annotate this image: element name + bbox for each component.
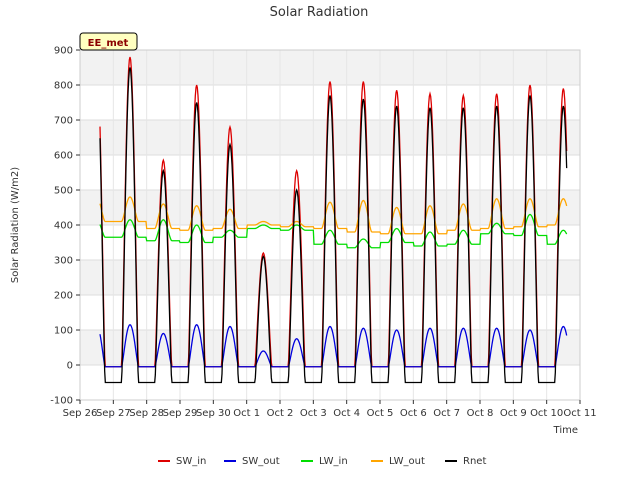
x-tick-label: Sep 26 (63, 408, 98, 419)
x-tick-label: Sep 27 (96, 408, 131, 419)
legend: SW_in SW_out LW_in LW_out Rnet (158, 456, 486, 467)
station-label: EE_met (79, 32, 138, 51)
y-tick-label: 800 (54, 81, 73, 92)
x-tick-label: Sep 29 (163, 408, 198, 419)
x-tick-label: Oct 4 (333, 408, 360, 419)
x-tick-label: Oct 7 (433, 408, 460, 419)
legend-item-lw-out: LW_out (371, 456, 425, 467)
y-axis-title: Solar Radiation (W/m2) (10, 167, 21, 283)
plot-band (80, 260, 580, 295)
x-tick-label: Oct 9 (500, 408, 527, 419)
x-tick-label: Oct 1 (233, 408, 260, 419)
x-tick-label: Oct 5 (367, 408, 394, 419)
y-tick-label: 700 (54, 116, 73, 127)
legend-label: LW_out (389, 456, 425, 467)
y-tick-label: 300 (54, 256, 73, 267)
legend-label: Rnet (463, 456, 486, 467)
y-tick-label: 200 (54, 291, 73, 302)
plot-band (80, 330, 580, 365)
y-tick-label: 600 (54, 151, 73, 162)
legend-item-lw-in: LW_in (301, 456, 348, 467)
y-tick-label: 500 (54, 186, 73, 197)
series-layer (99, 56, 568, 384)
y-tick-label: -100 (50, 396, 73, 407)
plot-band (80, 50, 580, 85)
legend-label: SW_in (176, 456, 206, 467)
series-line-lw-out (99, 196, 568, 235)
plot-band (80, 190, 580, 225)
y-tick-label: 400 (54, 221, 73, 232)
legend-label: SW_out (242, 456, 280, 467)
legend-item-rnet: Rnet (445, 456, 486, 467)
legend-label: LW_in (319, 456, 348, 467)
series-line-lw-in (99, 213, 568, 249)
x-tick-label: Oct 8 (467, 408, 494, 419)
x-tick-label: Oct 10 (530, 408, 563, 419)
x-tick-label: Oct 2 (267, 408, 294, 419)
x-axis-title: Time (553, 425, 578, 436)
x-tick-label: Sep 28 (129, 408, 164, 419)
plot-band (80, 120, 580, 155)
x-tick-label: Sep 30 (196, 408, 231, 419)
legend-item-sw-in: SW_in (158, 456, 206, 467)
y-tick-label: 0 (67, 361, 73, 372)
chart-title: Solar Radiation (270, 5, 369, 20)
y-tick-label: 900 (54, 46, 73, 57)
series-line-rnet (99, 67, 568, 384)
x-tick-label: Oct 11 (563, 408, 596, 419)
station-label-text: EE_met (88, 38, 129, 49)
x-tick-label: Oct 3 (300, 408, 327, 419)
y-tick-label: 100 (54, 326, 73, 337)
legend-item-sw-out: SW_out (224, 456, 280, 467)
x-tick-label: Oct 6 (400, 408, 427, 419)
